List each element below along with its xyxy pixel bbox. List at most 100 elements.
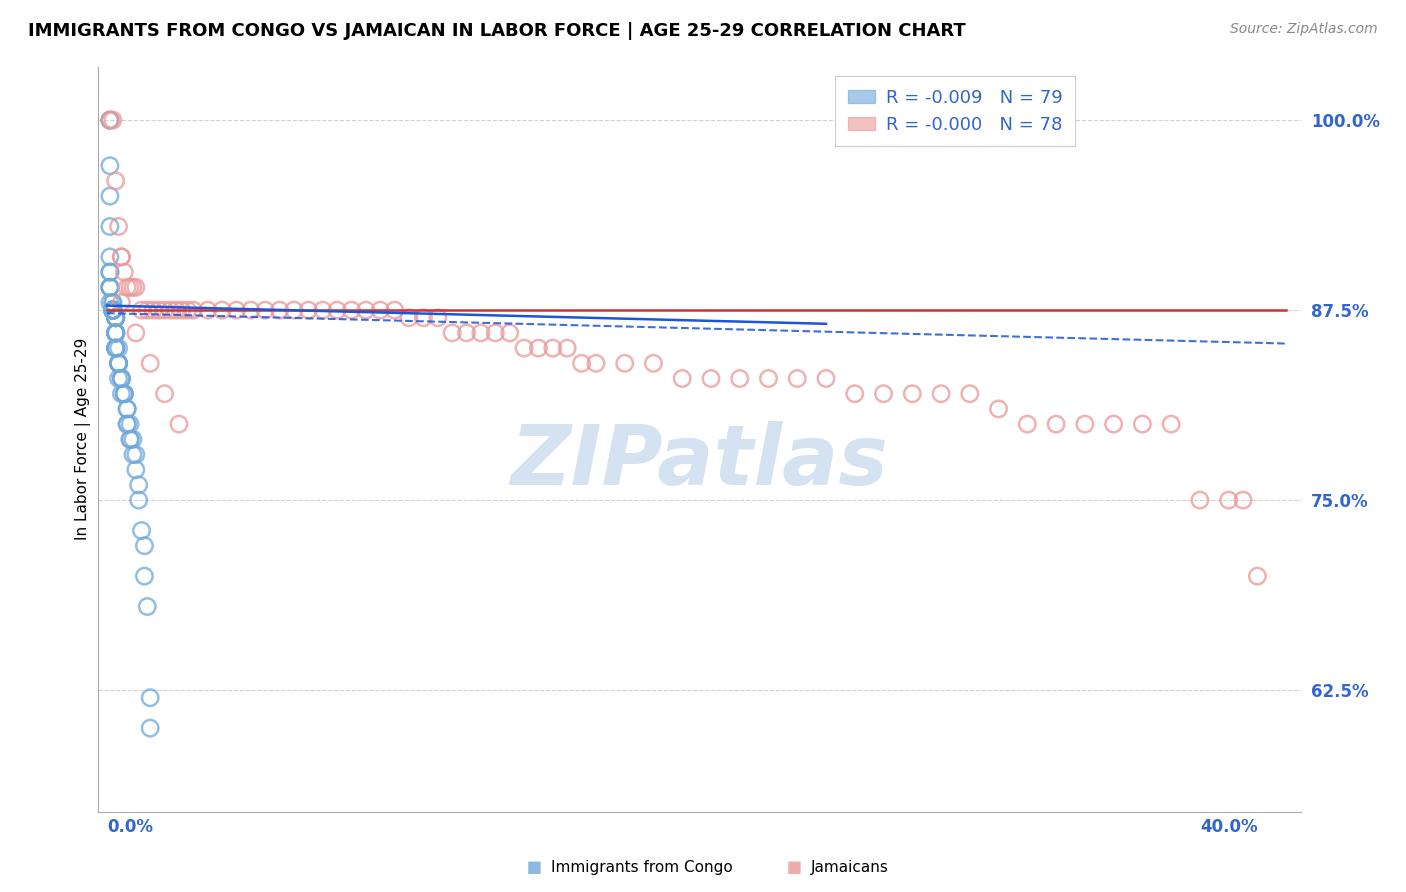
Point: [115, 401, 138, 416]
Point: [101, 303, 124, 318]
Point: [115, 401, 138, 416]
Point: [159, 303, 181, 318]
Point: [136, 599, 159, 614]
Point: [167, 417, 190, 431]
Point: [125, 463, 148, 477]
Point: [128, 493, 150, 508]
Point: [115, 417, 138, 431]
Point: [101, 303, 124, 318]
Point: [426, 310, 449, 325]
Point: [513, 341, 536, 355]
Point: [456, 326, 478, 340]
Point: [1102, 417, 1125, 431]
Point: [959, 386, 981, 401]
Point: [499, 326, 522, 340]
Point: [758, 371, 780, 385]
Point: [104, 326, 127, 340]
Point: [197, 303, 219, 318]
Point: [98, 219, 121, 234]
Point: [283, 303, 305, 318]
Point: [354, 303, 377, 318]
Text: 0.0%: 0.0%: [107, 818, 153, 836]
Point: [326, 303, 349, 318]
Point: [104, 326, 127, 340]
Point: [1074, 417, 1097, 431]
Point: [120, 417, 142, 431]
Point: [368, 303, 391, 318]
Point: [107, 356, 129, 370]
Point: [110, 386, 132, 401]
Point: [101, 303, 124, 318]
Point: [110, 371, 132, 385]
Point: [441, 326, 464, 340]
Point: [101, 295, 124, 310]
Point: [107, 356, 129, 370]
Point: [101, 303, 124, 318]
Point: [1045, 417, 1067, 431]
Point: [101, 303, 124, 318]
Point: [98, 113, 121, 128]
Point: [107, 371, 129, 385]
Point: [101, 303, 124, 318]
Text: ▪: ▪: [526, 855, 543, 879]
Point: [987, 401, 1010, 416]
Point: [136, 303, 159, 318]
Point: [211, 303, 233, 318]
Point: [1130, 417, 1153, 431]
Point: [1017, 417, 1039, 431]
Point: [101, 303, 124, 318]
Point: [541, 341, 564, 355]
Point: [107, 219, 129, 234]
Point: [107, 356, 129, 370]
Point: [104, 326, 127, 340]
Point: [104, 310, 127, 325]
Point: [122, 433, 145, 447]
Point: [139, 356, 162, 370]
Point: [131, 524, 153, 538]
Point: [104, 341, 127, 355]
Point: [125, 280, 148, 294]
Point: [101, 303, 124, 318]
Point: [1246, 569, 1268, 583]
Point: [901, 386, 924, 401]
Point: [484, 326, 506, 340]
Point: [786, 371, 808, 385]
Point: [98, 189, 121, 203]
Point: [101, 303, 124, 318]
Point: [872, 386, 894, 401]
Point: [112, 386, 135, 401]
Text: Immigrants from Congo: Immigrants from Congo: [551, 860, 733, 874]
Point: [728, 371, 751, 385]
Point: [104, 341, 127, 355]
Text: 40.0%: 40.0%: [1199, 818, 1257, 836]
Point: [125, 326, 148, 340]
Point: [98, 280, 121, 294]
Point: [165, 303, 187, 318]
Point: [671, 371, 693, 385]
Point: [555, 341, 578, 355]
Point: [340, 303, 363, 318]
Point: [98, 159, 121, 173]
Point: [176, 303, 198, 318]
Point: [269, 303, 291, 318]
Point: [122, 448, 145, 462]
Point: [139, 721, 162, 735]
Point: [148, 303, 170, 318]
Point: [112, 386, 135, 401]
Text: Jamaicans: Jamaicans: [811, 860, 889, 874]
Point: [1188, 493, 1211, 508]
Point: [527, 341, 550, 355]
Point: [101, 303, 124, 318]
Point: [1218, 493, 1240, 508]
Point: [112, 386, 135, 401]
Point: [107, 356, 129, 370]
Point: [110, 371, 132, 385]
Point: [98, 280, 121, 294]
Point: [107, 341, 129, 355]
Point: [98, 295, 121, 310]
Point: [297, 303, 319, 318]
Point: [101, 295, 124, 310]
Point: [104, 341, 127, 355]
Point: [225, 303, 247, 318]
Point: [131, 303, 153, 318]
